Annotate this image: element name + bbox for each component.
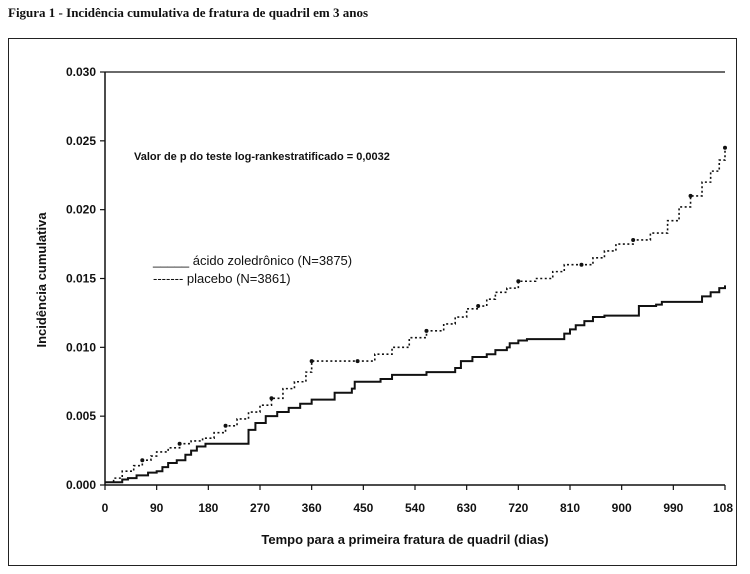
data-point-placebo [424, 328, 429, 333]
p-value-annotation: Valor de p do teste log-rankestratificad… [134, 151, 390, 163]
data-point-placebo [177, 441, 182, 446]
data-point-placebo [579, 262, 584, 267]
figure-title: Figura 1 - Incidência cumulativa de frat… [8, 5, 369, 20]
x-tick-label: 540 [405, 501, 425, 515]
axes-layer: 0.000 0.005 0.010 0.015 0.020 0.025 0.030 0 90 18… [66, 65, 733, 515]
y-tick-label: 0.015 [66, 272, 96, 286]
series-layer [105, 145, 727, 484]
x-tick-label: 108 [713, 501, 733, 515]
data-point-placebo [309, 359, 314, 364]
data-point-placebo [269, 396, 274, 401]
data-point-placebo [223, 423, 228, 428]
data-point-placebo [688, 193, 693, 198]
data-point-placebo [140, 458, 145, 463]
y-tick-label: 0.010 [66, 340, 96, 354]
data-point-placebo [631, 237, 636, 242]
y-tick-label: 0.000 [66, 478, 96, 492]
x-tick-label: 270 [250, 501, 270, 515]
y-tick-label: 0.030 [66, 65, 96, 79]
x-tick-label: 360 [302, 501, 322, 515]
x-tick-label: 630 [457, 501, 477, 515]
legend-label-zoledronic: _____ ácido zoledrônico (N=3875) [152, 253, 352, 268]
x-tick-label: 720 [508, 501, 528, 515]
data-point-placebo [516, 279, 521, 284]
x-tick-label: 180 [198, 501, 218, 515]
x-tick-label: 900 [612, 501, 632, 515]
data-point-placebo [723, 145, 727, 150]
series-line-placebo [105, 147, 726, 484]
legend: _____ ácido zoledrônico (N=3875) -------… [152, 253, 352, 286]
chart-frame [8, 38, 737, 566]
y-tick-label: 0.020 [66, 203, 96, 217]
x-tick-label: 0 [102, 501, 109, 515]
series-line-zoledronic [105, 285, 726, 484]
data-point-placebo [476, 304, 481, 309]
y-tick-label: 0.005 [66, 409, 96, 423]
legend-label-placebo: ------- placebo (N=3861) [153, 271, 291, 286]
data-point-placebo [355, 359, 360, 364]
x-tick-label: 450 [353, 501, 373, 515]
x-axis-title: Tempo para a primeira fratura de quadril… [261, 532, 548, 547]
x-tick-label: 990 [663, 501, 683, 515]
x-tick-label: 810 [560, 501, 580, 515]
y-axis-title: Incidência cumulativa [34, 212, 49, 348]
x-tick-label: 90 [150, 501, 164, 515]
y-tick-label: 0.025 [66, 134, 96, 148]
